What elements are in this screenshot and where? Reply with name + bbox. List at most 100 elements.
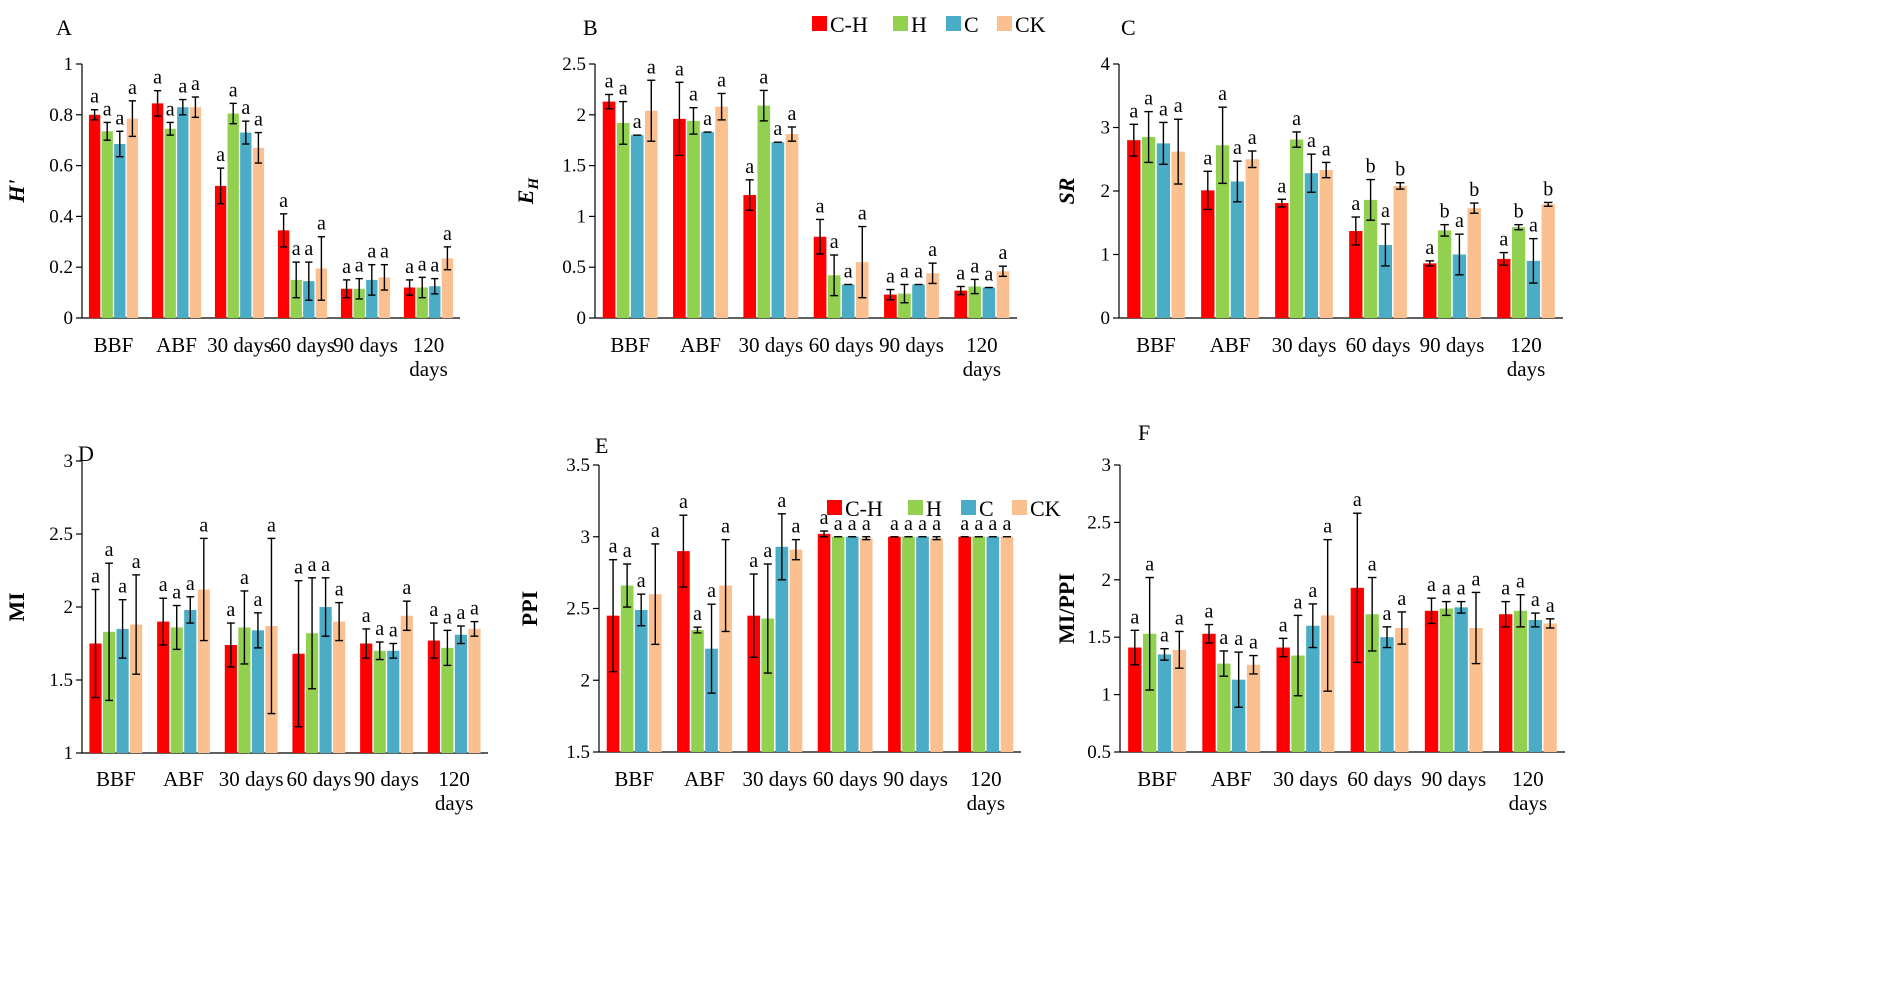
bar-h-5 [972, 536, 986, 752]
bar-c-h-4 [340, 288, 353, 318]
bar-h-2 [1289, 139, 1304, 318]
bar-c-4 [366, 279, 378, 318]
x-category-label: ABF [680, 333, 721, 357]
bar-c-2 [775, 546, 789, 752]
significance-label: a [1308, 580, 1317, 602]
x-category-label: 60 days [270, 333, 335, 357]
bar-c-4 [387, 650, 400, 753]
bar-ck-2 [1319, 170, 1333, 318]
legend-label-h: H [911, 12, 927, 37]
bar-ck-5 [1543, 623, 1557, 752]
significance-label: a [1322, 138, 1331, 160]
bar-h-2 [761, 618, 775, 752]
y-tick-label: 2 [581, 670, 591, 691]
bar-c-5 [982, 287, 996, 318]
bar-h-4 [898, 293, 911, 318]
significance-label: a [777, 490, 786, 512]
bar-ck-4 [378, 277, 391, 318]
panel-letter: C [1121, 15, 1136, 40]
significance-label: a [405, 256, 414, 278]
significance-label: a [470, 598, 479, 620]
bar-ck-3 [1393, 185, 1407, 318]
bar-c-h-1 [151, 103, 164, 319]
bar-h-3 [831, 536, 845, 752]
x-category-label: 120 [1510, 333, 1542, 357]
bar-c-h-2 [1276, 647, 1290, 752]
bar-ck-5 [1541, 204, 1555, 318]
bar-h-4 [1439, 608, 1454, 752]
significance-label: a [619, 78, 628, 100]
significance-label: a [118, 576, 127, 598]
x-category-label: ABF [684, 767, 725, 791]
bar-c-4 [1452, 254, 1467, 318]
x-category-label: ABF [1210, 333, 1251, 357]
y-tick-label: 2.5 [562, 54, 586, 75]
bar-c-2 [251, 630, 265, 753]
bar-ck-0 [648, 594, 662, 752]
significance-label: a [984, 264, 993, 286]
significance-label: a [707, 580, 716, 602]
y-axis-label: MI/PPI [1054, 573, 1079, 644]
bar-c-5 [429, 286, 441, 318]
y-tick-label: 1.5 [49, 670, 73, 691]
significance-label: a [1472, 568, 1481, 590]
bar-c-3 [1378, 244, 1393, 318]
legend-label-ch: C-H [830, 12, 868, 37]
significance-label: a [956, 263, 965, 285]
bar-c-h-1 [673, 118, 686, 318]
x-category-label: BBF [614, 767, 654, 791]
y-tick-label: 1 [64, 743, 74, 764]
x-category-label: 120 [1512, 767, 1544, 791]
significance-label: a [1233, 137, 1242, 159]
bar-c-h-4 [888, 536, 901, 752]
bar-c-h-5 [954, 290, 968, 318]
legend-swatch-h [908, 500, 923, 515]
bar-h-2 [1291, 655, 1305, 752]
y-tick-label: 0 [577, 308, 587, 329]
bar-c-h-5 [958, 536, 972, 752]
x-category-label: 30 days [207, 333, 272, 357]
bar-ck-0 [644, 110, 658, 319]
significance-label: b [1469, 179, 1479, 201]
bar-c-h-3 [817, 533, 831, 752]
bar-ck-0 [1172, 649, 1187, 752]
x-category-label: 30 days [1272, 333, 1337, 357]
bar-h-2 [227, 113, 239, 318]
y-tick-label: 3 [1102, 455, 1112, 476]
bar-c-h-5 [1497, 258, 1511, 318]
x-category-label: 60 days [286, 767, 351, 791]
panel-letter: B [583, 15, 598, 40]
significance-label: a [974, 513, 983, 535]
x-category-label: BBF [94, 333, 134, 357]
significance-label: a [240, 567, 249, 589]
x-category-label: 120 [413, 333, 445, 357]
bar-c-h-0 [1127, 140, 1141, 318]
bar-c-2 [1306, 625, 1320, 752]
significance-label: a [402, 577, 411, 599]
legend-swatch-ch [812, 16, 827, 31]
significance-label: a [1381, 200, 1390, 222]
bar-ck-1 [197, 589, 210, 753]
bar-c-h-1 [157, 621, 170, 753]
significance-label: a [1175, 607, 1184, 629]
significance-label: a [430, 255, 439, 277]
significance-label: b [1514, 201, 1524, 223]
significance-label: a [1397, 588, 1406, 610]
y-tick-label: 2 [577, 105, 587, 126]
significance-label: a [717, 69, 726, 91]
legend-swatch-ck [997, 16, 1012, 31]
significance-label: a [928, 239, 937, 261]
bar-c-h-1 [1201, 190, 1215, 318]
significance-label: a [1129, 100, 1138, 122]
significance-label: a [229, 79, 238, 101]
bar-c-0 [634, 609, 648, 752]
bar-c-3 [319, 607, 332, 753]
significance-label: a [186, 573, 195, 595]
bar-h-1 [170, 627, 183, 753]
significance-label: a [886, 266, 895, 288]
bar-c-1 [705, 648, 718, 752]
significance-label: a [294, 557, 303, 579]
significance-label: b [1440, 201, 1450, 223]
x-category-label: days [1507, 357, 1546, 381]
